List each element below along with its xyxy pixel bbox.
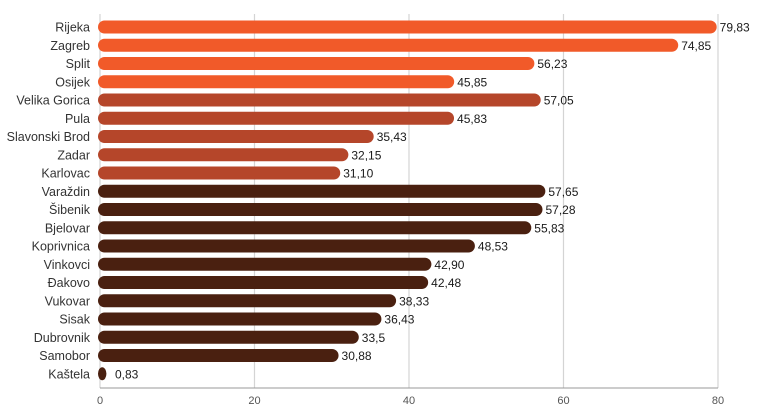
category-label: Dubrovnik	[34, 331, 91, 345]
category-label: Đakovo	[48, 276, 90, 290]
bar	[98, 148, 349, 162]
bar	[98, 330, 359, 344]
category-label: Koprivnica	[32, 240, 90, 254]
category-label: Rijeka	[55, 21, 90, 35]
bar	[98, 130, 374, 143]
value-label: 57,28	[545, 203, 575, 217]
value-labels: 79,83 74,85 56,23 45,85 57,05 45,83 35,43 32,15…	[115, 21, 750, 382]
category-label: Slavonski Brod	[7, 130, 90, 144]
x-axis-ticks: 0 20 40 60 80	[97, 395, 724, 407]
bar	[98, 38, 679, 52]
value-label: 42,90	[434, 258, 464, 272]
bar	[98, 276, 429, 289]
category-label: Split	[66, 57, 91, 71]
value-label: 0,83	[115, 367, 139, 381]
bar	[98, 367, 107, 381]
value-label: 36,43	[384, 313, 414, 327]
category-label: Šibenik	[49, 202, 91, 217]
category-label: Zadar	[57, 148, 90, 162]
value-label: 45,83	[457, 112, 487, 126]
bar	[98, 203, 543, 216]
x-tick-label: 40	[403, 395, 415, 407]
value-label: 45,85	[457, 75, 487, 89]
value-label: 74,85	[681, 39, 711, 53]
value-label: 42,48	[431, 276, 461, 290]
value-label: 48,53	[478, 240, 508, 254]
category-label: Velika Gorica	[16, 94, 90, 108]
value-label: 31,10	[343, 167, 373, 181]
category-label: Samobor	[39, 349, 90, 363]
category-labels: Rijeka Zagreb Split Osijek Velika Gorica Pula…	[7, 21, 91, 382]
value-label: 79,83	[720, 21, 750, 35]
category-label: Bjelovar	[45, 221, 90, 235]
category-label: Varaždin	[42, 185, 90, 199]
category-label: Vukovar	[45, 294, 90, 308]
value-label: 57,05	[544, 94, 574, 108]
x-tick-label: 60	[557, 395, 569, 407]
bar	[98, 166, 341, 180]
x-tick-label: 0	[97, 395, 103, 407]
category-label: Sisak	[59, 313, 90, 327]
value-label: 30,88	[342, 349, 372, 363]
bar	[98, 93, 541, 107]
value-label: 57,65	[548, 185, 578, 199]
category-label: Vinkovci	[44, 258, 90, 272]
category-label: Karlovac	[41, 167, 90, 181]
bar	[98, 111, 455, 125]
bars	[98, 20, 717, 381]
value-label: 55,83	[534, 221, 564, 235]
category-label: Kaštela	[48, 367, 90, 381]
bar	[98, 184, 546, 198]
bar	[98, 349, 339, 362]
category-label: Zagreb	[50, 39, 90, 53]
bar	[98, 257, 432, 271]
x-tick-label: 20	[248, 395, 260, 407]
bar	[98, 239, 475, 253]
bar	[98, 20, 717, 34]
value-label: 32,15	[351, 148, 381, 162]
bar	[98, 75, 455, 89]
category-label: Pula	[65, 112, 90, 126]
value-label: 38,33	[399, 294, 429, 308]
bar	[98, 57, 535, 70]
value-label: 56,23	[537, 57, 567, 71]
bar	[98, 221, 532, 235]
value-label: 33,5	[362, 331, 386, 345]
x-tick-label: 80	[712, 395, 724, 407]
category-label: Osijek	[55, 75, 90, 89]
value-label: 35,43	[377, 130, 407, 144]
bar	[98, 312, 382, 326]
bar	[98, 294, 397, 308]
